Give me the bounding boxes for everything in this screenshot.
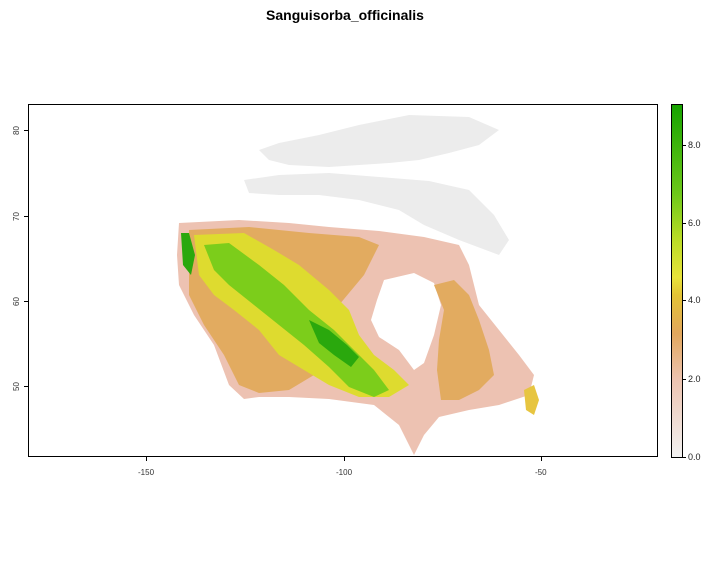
x-tick-minus150 <box>146 457 147 461</box>
legend-tick-4 <box>683 300 686 301</box>
legend-tick-0 <box>683 457 686 458</box>
dark-green-west <box>181 233 195 275</box>
y-tick-70 <box>24 216 28 217</box>
legend-label-0: 0.0 <box>688 452 701 462</box>
legend-tick-2 <box>683 379 686 380</box>
x-tick-label-minus100: -100 <box>336 468 353 477</box>
y-tick-label-80: 80 <box>11 126 21 135</box>
legend-label-2: 2.0 <box>688 374 701 384</box>
north-islands-region <box>244 173 509 255</box>
x-tick-minus50 <box>541 457 542 461</box>
x-tick-minus100 <box>344 457 345 461</box>
map-plot-area <box>28 104 658 457</box>
y-tick-50 <box>24 386 28 387</box>
y-tick-label-60: 60 <box>11 297 21 306</box>
y-tick-label-70: 70 <box>11 212 21 221</box>
legend-label-4: 4.0 <box>688 295 701 305</box>
hudson-bay-region <box>371 273 441 370</box>
map-title: Sanguisorba_officinalis <box>266 7 424 23</box>
y-tick-label-50: 50 <box>11 382 21 391</box>
y-tick-80 <box>24 130 28 131</box>
legend-label-8: 8.0 <box>688 140 701 150</box>
arctic-islands-region <box>259 115 499 167</box>
color-legend-bar <box>671 104 683 458</box>
dark-green-core <box>309 320 359 367</box>
newfoundland-region <box>524 385 539 415</box>
x-tick-label-minus150: -150 <box>138 468 155 477</box>
legend-tick-6 <box>683 223 686 224</box>
map-raster <box>177 115 539 455</box>
legend-label-6: 6.0 <box>688 218 701 228</box>
x-tick-label-minus50: -50 <box>535 468 547 477</box>
y-tick-60 <box>24 301 28 302</box>
legend-tick-8 <box>683 145 686 146</box>
orange-east-zone <box>434 280 494 400</box>
